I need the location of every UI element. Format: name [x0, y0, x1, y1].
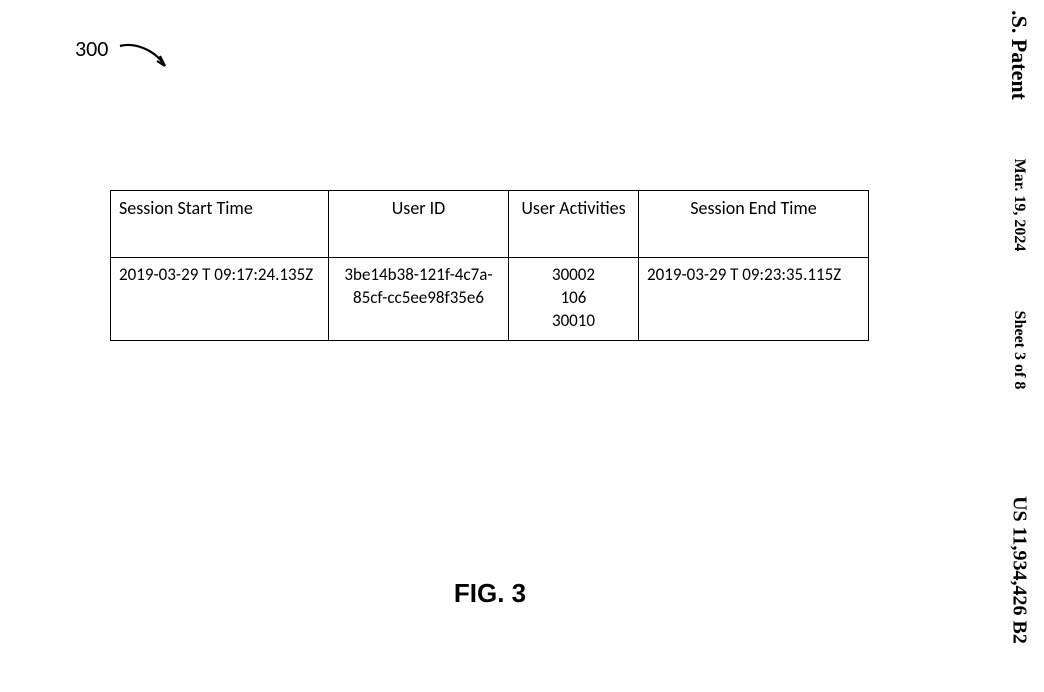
patent-figure-page: .S. Patent Mar. 19, 2024 Sheet 3 of 8 US… [0, 0, 1044, 692]
table-header-row: Session Start Time User ID User Activiti… [111, 191, 869, 258]
session-table: Session Start Time User ID User Activiti… [110, 190, 869, 341]
col-header-userid: User ID [329, 191, 509, 258]
col-header-end: Session End Time [639, 191, 869, 258]
cell-session-end: 2019-03-29 T 09:23:35.115Z [639, 258, 869, 341]
cell-session-start: 2019-03-29 T 09:17:24.135Z [111, 258, 329, 341]
cell-activities: 3000210630010 [509, 258, 639, 341]
arrow-icon [115, 40, 175, 80]
patent-date: Mar. 19, 2024 [1010, 159, 1028, 252]
patent-label: .S. Patent [1006, 10, 1032, 100]
patent-doc-number: US 11,934,426 B2 [1008, 496, 1031, 644]
col-header-start: Session Start Time [111, 191, 329, 258]
figure-reference: 300 [75, 35, 108, 62]
figure-reference-number: 300 [75, 35, 108, 62]
patent-sheet: Sheet 3 of 8 [1010, 311, 1028, 390]
col-header-activities: User Activities [509, 191, 639, 258]
patent-side-header: .S. Patent Mar. 19, 2024 Sheet 3 of 8 US… [994, 0, 1044, 692]
table-row: 2019-03-29 T 09:17:24.135Z 3be14b38-121f… [111, 258, 869, 341]
cell-user-id: 3be14b38-121f-4c7a-85cf-cc5ee98f35e6 [329, 258, 509, 341]
session-table-container: Session Start Time User ID User Activiti… [110, 190, 868, 341]
figure-caption: FIG. 3 [0, 578, 980, 609]
